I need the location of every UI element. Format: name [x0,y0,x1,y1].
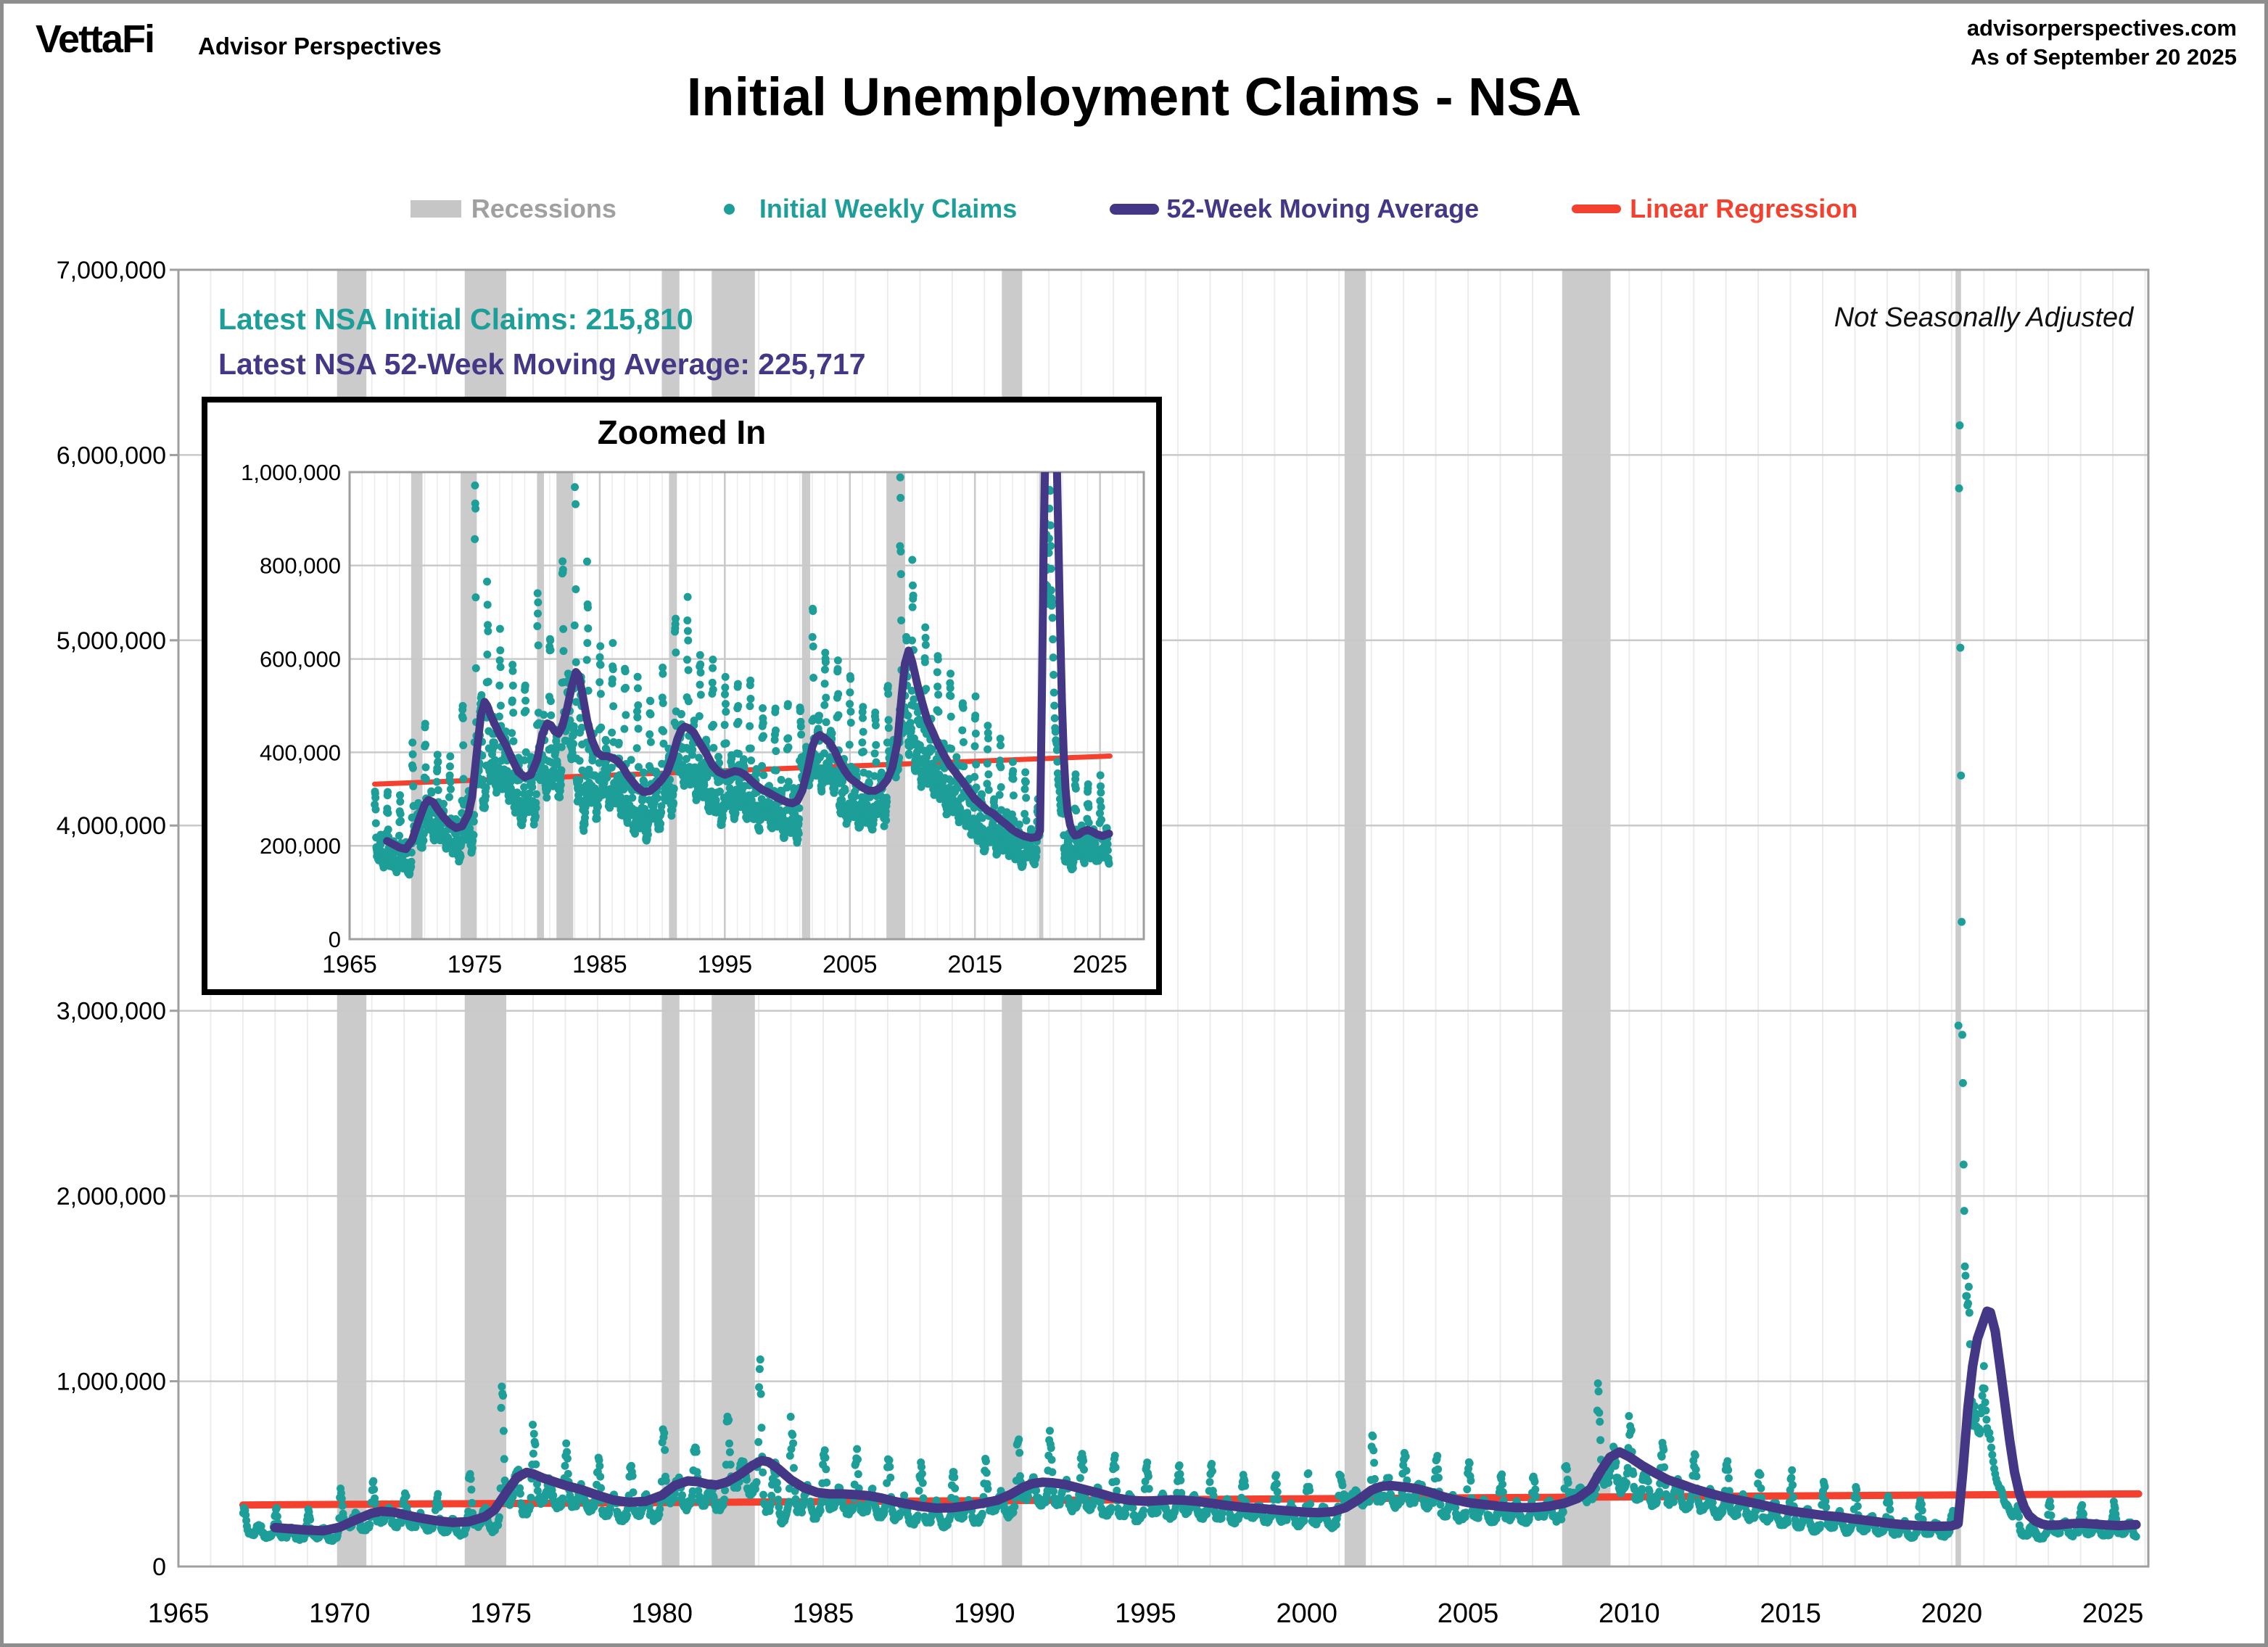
legend-label: Recessions [471,194,617,223]
as-of-date: As of September 20 2025 [1970,44,2237,70]
legend-item-recessions: Recessions [410,194,617,224]
nsa-note: Not Seasonally Adjusted [1834,302,2134,333]
legend-item-weekly-claims: Initial Weekly Claims [709,194,1017,224]
latest-claims-annotation: Latest NSA Initial Claims: 215,810 [218,302,693,336]
brand-subtitle: Advisor Perspectives [198,33,442,59]
svg-text:1970: 1970 [309,1598,371,1629]
svg-text:2020: 2020 [1921,1598,1983,1629]
svg-text:5,000,000: 5,000,000 [57,627,166,655]
svg-text:1975: 1975 [470,1598,532,1629]
recession-swatch-icon [410,200,461,218]
source-block: advisorperspectives.com As of September … [1967,14,2237,73]
svg-text:7,000,000: 7,000,000 [57,257,166,284]
svg-text:2000: 2000 [1277,1598,1338,1629]
legend-label: Linear Regression [1630,194,1858,223]
svg-text:3,000,000: 3,000,000 [57,998,166,1025]
legend-label: Initial Weekly Claims [759,194,1018,223]
svg-text:1995: 1995 [1115,1598,1176,1629]
svg-text:1965: 1965 [148,1598,210,1629]
zoomed-in-inset: Zoomed In 0 200,000 400,000 600,000 800,000 1… [202,397,1162,995]
svg-text:2010: 2010 [1599,1598,1660,1629]
svg-text:0: 0 [152,1553,166,1581]
regression-line-icon [1572,205,1622,213]
ma-line-icon [1110,203,1160,215]
svg-text:1985: 1985 [793,1598,854,1629]
inset-chart-canvas: 0200,000400,000600,000800,0001,000,00019… [241,460,1145,978]
svg-text:2005: 2005 [1438,1598,1499,1629]
inset-title: Zoomed In [597,413,767,451]
svg-text:6,000,000: 6,000,000 [57,442,166,469]
svg-text:2025: 2025 [2082,1598,2144,1629]
svg-text:2,000,000: 2,000,000 [57,1183,166,1210]
source-url: advisorperspectives.com [1966,15,2237,41]
svg-text:2015: 2015 [1760,1598,1821,1629]
svg-text:4,000,000: 4,000,000 [57,812,166,840]
page-title: Initial Unemployment Claims - NSA [686,67,1582,127]
latest-ma-annotation: Latest NSA 52-Week Moving Average: 225,7… [218,347,866,381]
legend-item-linear-regression: Linear Regression [1572,194,1857,224]
legend-item-moving-average: 52-Week Moving Average [1110,194,1479,224]
vettafi-logo: VettaFi [36,17,155,61]
svg-text:1990: 1990 [954,1598,1015,1629]
legend-label: 52-Week Moving Average [1166,194,1480,223]
svg-text:1980: 1980 [632,1598,693,1629]
svg-text:1,000,000: 1,000,000 [57,1368,166,1395]
scatter-dot-icon [723,203,735,215]
chart-legend: Recessions Initial Weekly Claims 52-Week… [4,194,2264,224]
